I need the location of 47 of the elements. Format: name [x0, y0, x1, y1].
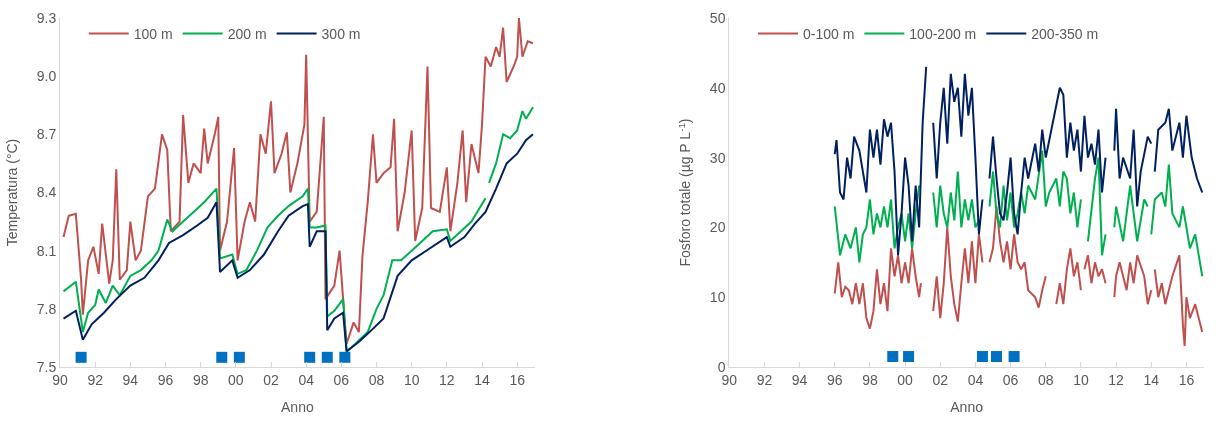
- x-tick-label: 92: [87, 371, 104, 388]
- x-tick-label: 02: [932, 371, 949, 388]
- x-tick-label: 12: [439, 371, 455, 388]
- y-tick-label: 10: [709, 289, 726, 306]
- x-tick-label: 96: [157, 371, 174, 388]
- legend-label: 300 m: [321, 26, 361, 43]
- y-tick-label: 20: [709, 219, 726, 236]
- y-tick-label: 50: [709, 9, 726, 26]
- y-tick-label: 8.7: [36, 126, 57, 143]
- x-tick-label: 04: [298, 371, 315, 388]
- line-series: [62, 18, 534, 345]
- x-tick-label: 94: [122, 371, 139, 388]
- x-tick-label: 08: [1037, 371, 1054, 388]
- y-tick-label: 9.0: [36, 68, 57, 85]
- y-tick-label: 30: [709, 149, 726, 166]
- x-tick-label: 02: [263, 371, 279, 388]
- x-tick-label: 06: [1002, 371, 1019, 388]
- x-tick-label: 00: [897, 371, 914, 388]
- x-tick-label: 08: [368, 371, 385, 388]
- x-tick-label: 12: [1108, 371, 1125, 388]
- x-tick-label: 14: [1143, 371, 1160, 388]
- x-tick-label: 10: [403, 371, 420, 388]
- legend-label: 200-350 m: [1031, 26, 1099, 43]
- x-tick-label: 98: [862, 371, 878, 388]
- legend-label: 200 m: [227, 26, 267, 43]
- y-tick-label: 9.3: [36, 9, 57, 26]
- y-tick-label: 8.1: [36, 242, 57, 259]
- x-tick-label: 04: [967, 371, 984, 388]
- y-axis-title: Temperatura (°C): [4, 138, 21, 247]
- x-tick-label: 94: [791, 371, 808, 388]
- y-tick-label: 8.4: [36, 184, 57, 201]
- x-tick-label: 10: [1073, 371, 1089, 388]
- x-tick-label: 96: [826, 371, 843, 388]
- x-axis-title: Anno: [950, 399, 984, 416]
- y-tick-label: 7.8: [36, 300, 57, 317]
- x-tick-label: 92: [756, 371, 773, 388]
- x-axis-title: Anno: [281, 399, 314, 416]
- x-tick-label: 00: [228, 371, 244, 388]
- x-tick-label: 14: [474, 371, 491, 388]
- legend-label: 100 m: [133, 26, 173, 43]
- x-tick-label: 06: [333, 371, 350, 388]
- y-tick-label: 40: [709, 79, 726, 96]
- x-tick-label: 98: [192, 371, 209, 388]
- x-tick-label: 16: [1178, 371, 1195, 388]
- legend-label: 100-200 m: [909, 26, 977, 43]
- legend-label: 0-100 m: [802, 26, 855, 43]
- x-tick-label: 16: [509, 371, 526, 388]
